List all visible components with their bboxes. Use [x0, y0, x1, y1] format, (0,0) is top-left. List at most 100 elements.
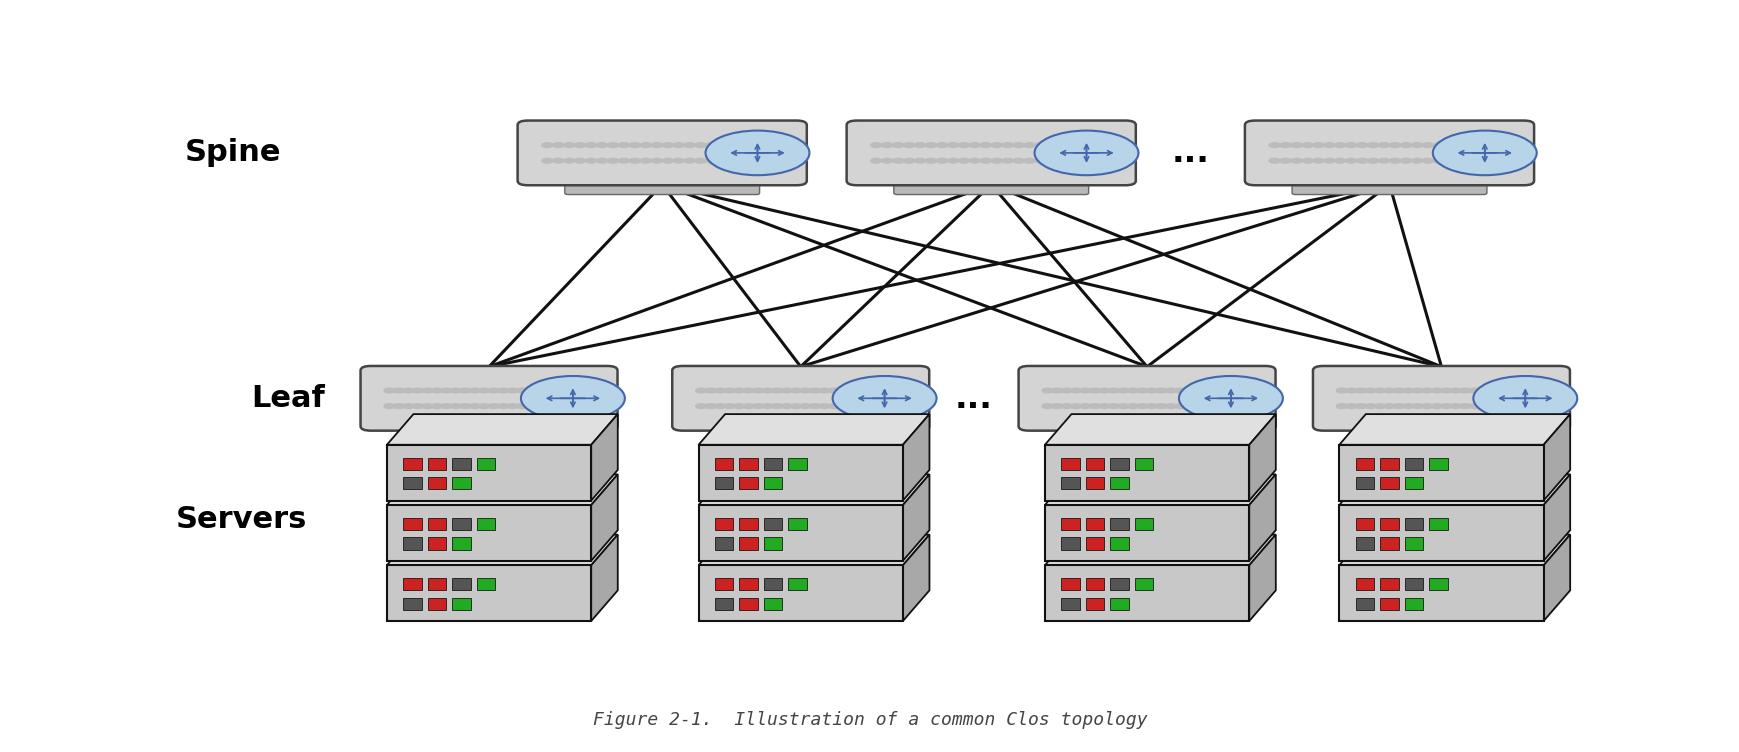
Polygon shape	[697, 414, 929, 444]
Circle shape	[892, 159, 903, 163]
Circle shape	[833, 376, 936, 420]
Circle shape	[1468, 388, 1480, 393]
Circle shape	[925, 143, 936, 147]
Circle shape	[1127, 404, 1137, 408]
Circle shape	[1421, 404, 1431, 408]
Circle shape	[1374, 388, 1384, 393]
Circle shape	[1099, 388, 1109, 393]
Bar	[788, 578, 807, 590]
Bar	[1045, 444, 1249, 501]
Circle shape	[421, 404, 433, 408]
Circle shape	[790, 404, 802, 408]
Circle shape	[1383, 404, 1395, 408]
Bar	[763, 598, 783, 610]
Bar	[403, 477, 421, 490]
Circle shape	[915, 159, 925, 163]
Circle shape	[1389, 159, 1400, 163]
Circle shape	[663, 159, 673, 163]
Bar	[1109, 538, 1129, 550]
Bar	[715, 518, 732, 530]
Text: Servers: Servers	[176, 505, 308, 534]
Circle shape	[1268, 143, 1280, 147]
Bar	[1355, 538, 1374, 550]
Bar	[739, 477, 758, 490]
Circle shape	[1127, 388, 1137, 393]
Bar	[452, 538, 470, 550]
Bar	[1134, 518, 1153, 530]
Bar	[1109, 518, 1129, 530]
Bar	[1428, 458, 1447, 470]
Polygon shape	[1542, 414, 1569, 501]
Polygon shape	[591, 414, 617, 501]
Circle shape	[1344, 388, 1356, 393]
Circle shape	[497, 404, 508, 408]
Circle shape	[1313, 143, 1323, 147]
FancyBboxPatch shape	[403, 427, 576, 440]
Circle shape	[958, 143, 969, 147]
Bar	[715, 578, 732, 590]
Polygon shape	[386, 475, 617, 505]
Bar	[428, 598, 445, 610]
Bar	[403, 598, 421, 610]
Circle shape	[450, 388, 461, 393]
Circle shape	[1089, 388, 1099, 393]
Circle shape	[770, 388, 783, 393]
Bar	[1085, 598, 1104, 610]
Circle shape	[1313, 159, 1323, 163]
Bar	[1428, 518, 1447, 530]
Circle shape	[650, 159, 663, 163]
Circle shape	[1431, 404, 1442, 408]
Circle shape	[1410, 143, 1423, 147]
Circle shape	[1356, 159, 1367, 163]
Bar	[428, 518, 445, 530]
Bar	[1379, 538, 1398, 550]
Circle shape	[969, 143, 979, 147]
Bar	[1061, 538, 1078, 550]
Circle shape	[991, 159, 1002, 163]
Circle shape	[459, 404, 471, 408]
Bar	[1403, 518, 1423, 530]
Circle shape	[506, 388, 518, 393]
Circle shape	[903, 143, 915, 147]
Bar	[697, 505, 903, 561]
Circle shape	[478, 388, 490, 393]
Circle shape	[1412, 388, 1423, 393]
Circle shape	[969, 159, 979, 163]
Bar	[788, 518, 807, 530]
FancyBboxPatch shape	[1061, 427, 1233, 440]
Circle shape	[828, 388, 838, 393]
Circle shape	[384, 404, 395, 408]
Circle shape	[946, 143, 958, 147]
Circle shape	[541, 159, 553, 163]
Circle shape	[1336, 404, 1346, 408]
Bar	[697, 566, 903, 621]
Circle shape	[1069, 404, 1082, 408]
Circle shape	[1155, 404, 1167, 408]
Circle shape	[1473, 376, 1576, 420]
Circle shape	[1146, 404, 1156, 408]
Circle shape	[704, 131, 809, 175]
Circle shape	[1344, 404, 1356, 408]
Circle shape	[1012, 159, 1024, 163]
Circle shape	[1468, 404, 1480, 408]
Circle shape	[586, 143, 596, 147]
Circle shape	[1280, 159, 1290, 163]
Circle shape	[1421, 159, 1433, 163]
Circle shape	[991, 143, 1002, 147]
Circle shape	[1184, 404, 1195, 408]
Polygon shape	[697, 475, 929, 505]
Circle shape	[1165, 388, 1176, 393]
Circle shape	[925, 159, 936, 163]
Circle shape	[412, 388, 423, 393]
Circle shape	[393, 388, 403, 393]
Bar	[452, 578, 470, 590]
Polygon shape	[903, 414, 929, 501]
Polygon shape	[697, 535, 929, 566]
Polygon shape	[1339, 535, 1569, 566]
Circle shape	[617, 143, 630, 147]
Circle shape	[694, 159, 706, 163]
Bar	[1109, 458, 1129, 470]
Bar	[386, 444, 591, 501]
Bar	[476, 458, 496, 470]
Bar	[1109, 578, 1129, 590]
